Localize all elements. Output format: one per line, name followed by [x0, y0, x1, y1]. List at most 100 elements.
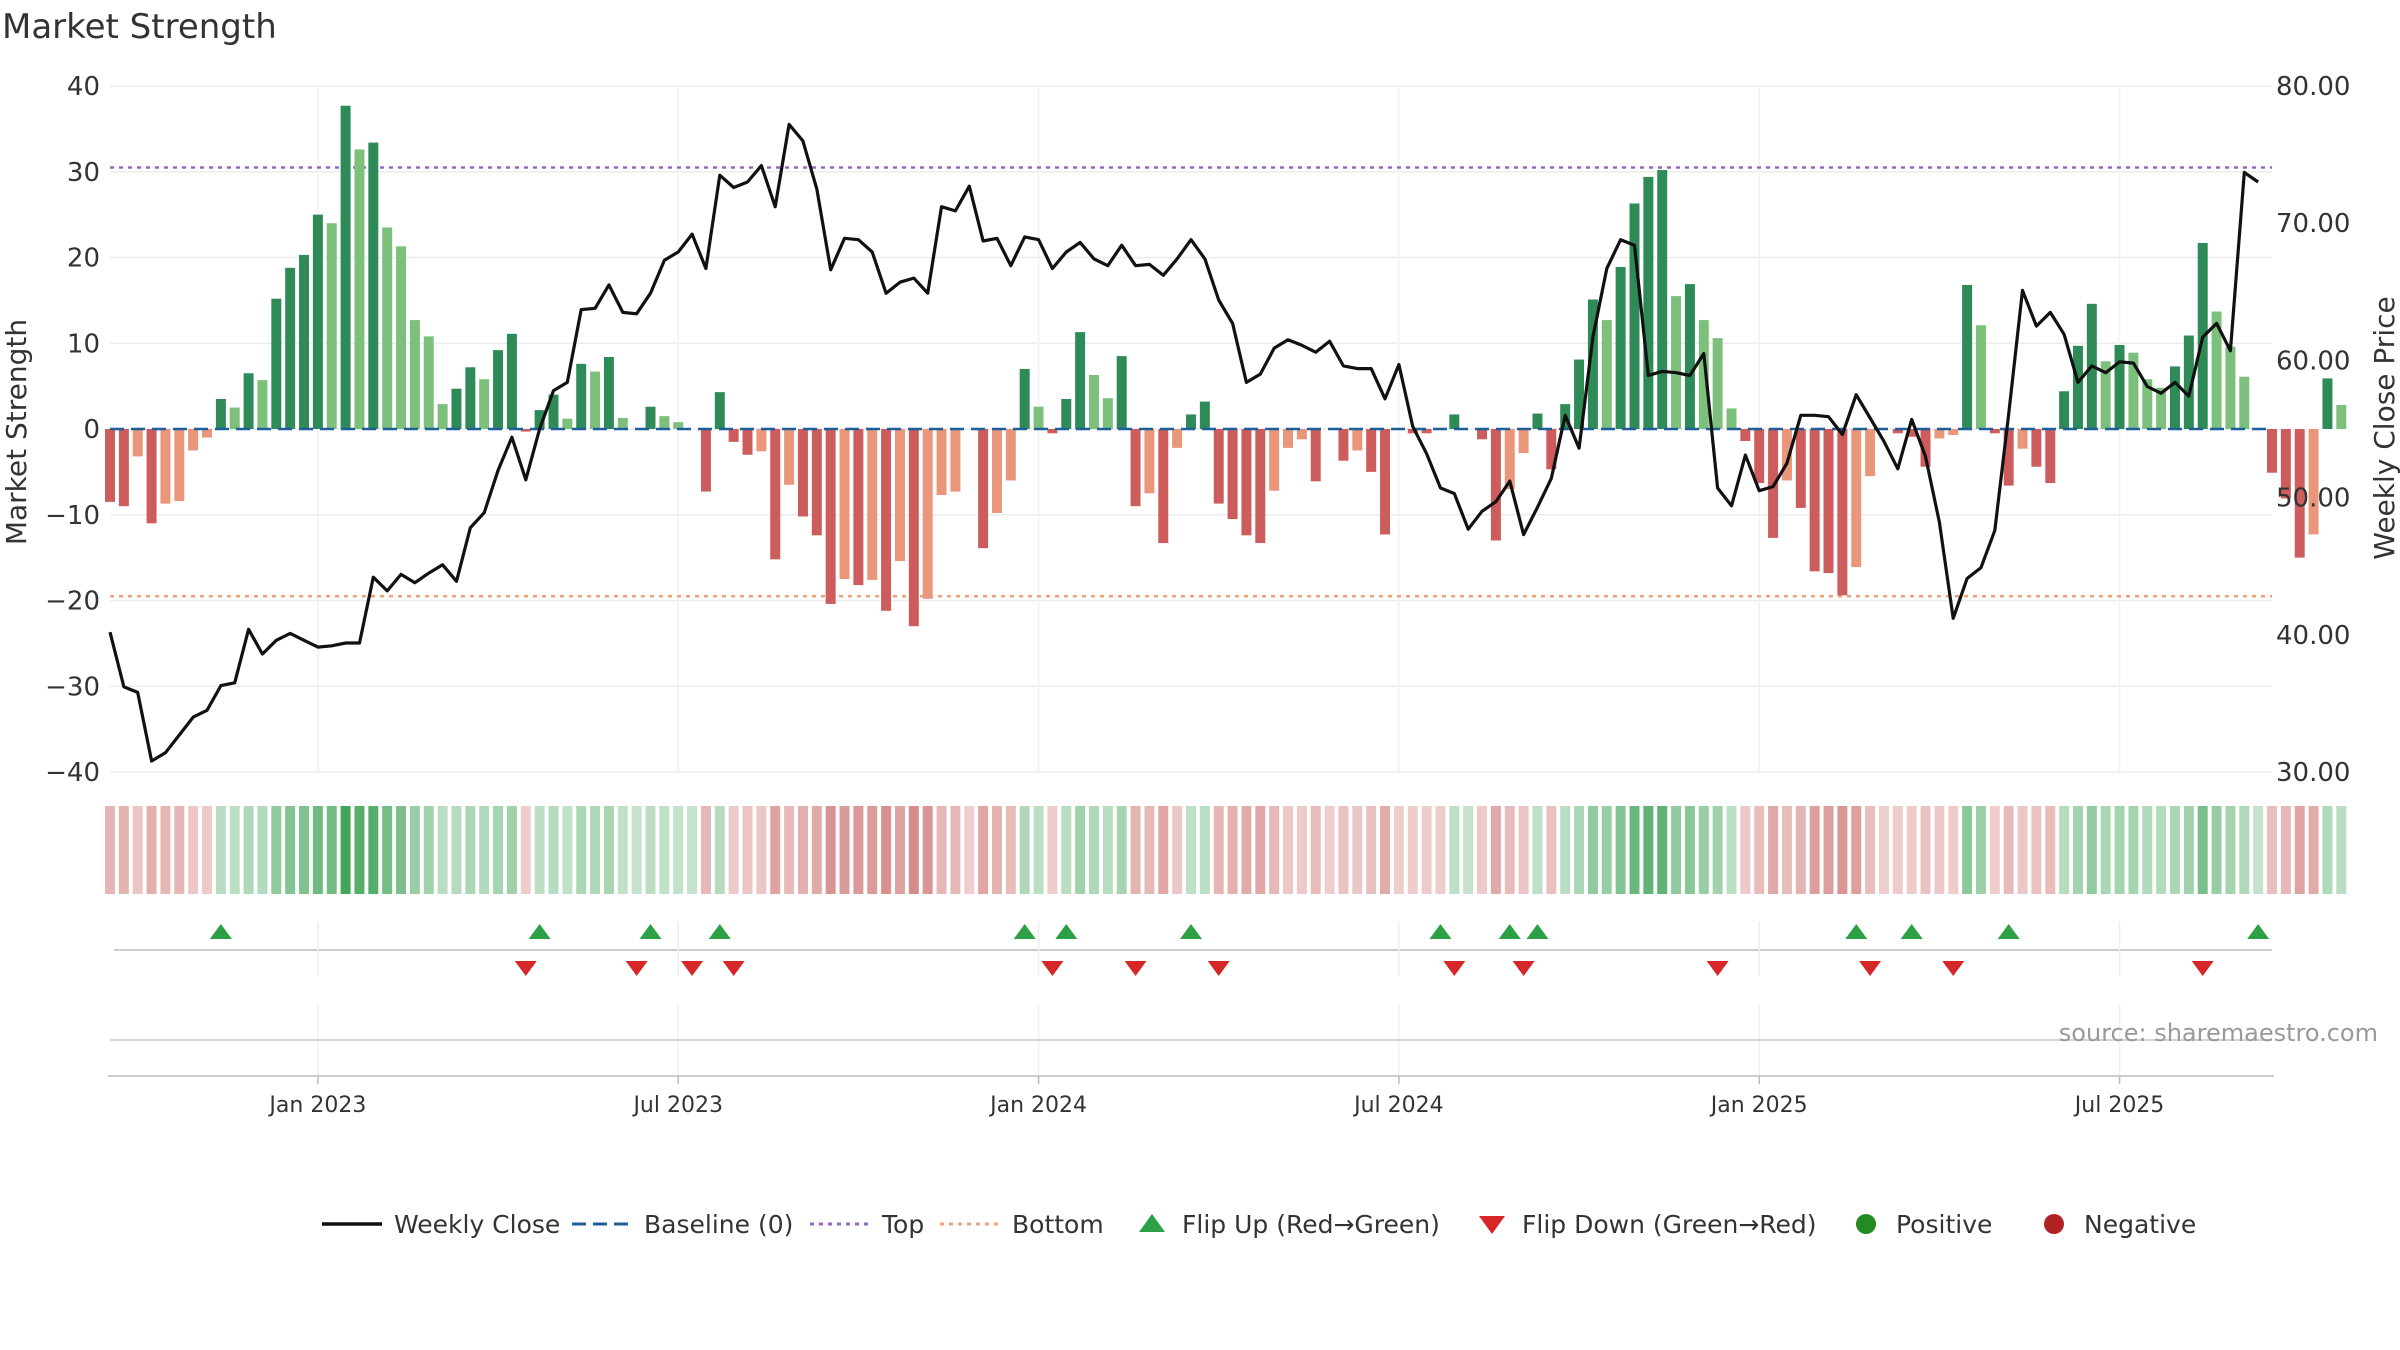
regime-cell [1518, 806, 1529, 894]
regime-cell [1186, 806, 1196, 894]
strength-bar [520, 429, 531, 432]
regime-cell [271, 806, 282, 894]
regime-cell [894, 806, 905, 894]
regime-cell [991, 806, 1002, 894]
strength-bar [465, 367, 476, 429]
strength-bar [257, 380, 268, 429]
regime-cell [2156, 806, 2167, 894]
strength-bar [382, 227, 393, 429]
strength-bar [1920, 429, 1931, 467]
strength-bar [118, 429, 129, 507]
strength-bar [1144, 429, 1155, 494]
strength-bar [1199, 401, 1210, 429]
strength-bar [562, 418, 573, 429]
regime-cell [839, 806, 850, 894]
flip-down-marker [514, 961, 537, 976]
regime-cell [1587, 806, 1598, 894]
regime-cell [576, 806, 587, 894]
strength-bar [1574, 359, 1585, 429]
regime-cell [382, 806, 393, 894]
regime-cell [1255, 806, 1266, 894]
strength-bar [2308, 429, 2319, 535]
regime-cell [423, 806, 434, 894]
y-tick-left: 0 [83, 415, 100, 445]
strength-bar [105, 429, 115, 502]
strength-bar [1269, 429, 1280, 491]
strength-bar [2225, 346, 2236, 429]
x-tick-label: Jan 2025 [1709, 1093, 1808, 1118]
regime-cell [797, 806, 808, 894]
strength-bar [1684, 284, 1695, 429]
flip-up-marker [1900, 924, 1923, 939]
flip-down-marker [625, 961, 648, 976]
strength-bar [354, 149, 365, 429]
y-axis-left-label: Market Strength [0, 319, 33, 545]
regime-cell [2059, 806, 2070, 894]
flip-markers-panel [114, 922, 2272, 976]
regime-cell [2225, 806, 2236, 894]
regime-cell [964, 806, 975, 894]
strength-bar [576, 363, 587, 429]
regime-cell [1407, 806, 1418, 894]
strength-bar [1906, 429, 1917, 437]
regime-cell [340, 806, 351, 894]
legend-circle-icon [1856, 1214, 1876, 1234]
regime-cell [1144, 806, 1155, 894]
strength-bar [132, 429, 143, 457]
threshold-layer [110, 166, 2272, 598]
regime-cell [1615, 806, 1626, 894]
strength-bar [742, 429, 753, 455]
regime-cell [1296, 806, 1307, 894]
strength-bar [784, 429, 795, 485]
regime-cell [1795, 806, 1806, 894]
legend-item: Weekly Close [322, 1210, 560, 1239]
legend-item: Top [810, 1210, 924, 1239]
strength-bar [1407, 429, 1418, 434]
strength-bar [479, 379, 490, 429]
strength-bar [451, 388, 462, 429]
regime-cell [2017, 806, 2028, 894]
strength-bar [1601, 320, 1612, 429]
flip-down-marker [722, 961, 745, 976]
regime-band [105, 806, 2347, 894]
legend-item: Flip Down (Green→Red) [1479, 1210, 1817, 1239]
flip-up-marker [1498, 924, 1521, 939]
strength-bar [1657, 170, 1668, 429]
regime-cell [617, 806, 628, 894]
regime-cell [1463, 806, 1474, 894]
strength-bar [1768, 429, 1779, 538]
regime-cell [1213, 806, 1224, 894]
strength-bar [1255, 429, 1266, 544]
strength-bar [271, 298, 282, 429]
regime-cell [2072, 806, 2083, 894]
regime-cell [132, 806, 143, 894]
regime-cell [368, 806, 379, 894]
regime-cell [326, 806, 337, 894]
regime-cell [548, 806, 559, 894]
regime-cell [2267, 806, 2277, 894]
regime-cell [520, 806, 531, 894]
y-tick-left: −40 [45, 758, 100, 788]
regime-cell [2280, 806, 2291, 894]
strength-bar [299, 254, 310, 429]
regime-cell [299, 806, 310, 894]
regime-cell [105, 806, 115, 894]
legend-label: Flip Up (Red→Green) [1182, 1210, 1440, 1239]
strength-bar [146, 429, 157, 524]
strength-bar [991, 429, 1002, 514]
regime-cell [2100, 806, 2111, 894]
strength-bar [1213, 429, 1224, 504]
regime-cell [2086, 806, 2097, 894]
strength-bar [493, 350, 504, 429]
legend-item: Bottom [940, 1210, 1104, 1239]
regime-cell [742, 806, 753, 894]
regime-cell [659, 806, 670, 894]
legend-label: Bottom [1012, 1210, 1104, 1239]
regime-cell [950, 806, 961, 894]
regime-cell [1546, 806, 1557, 894]
regime-cell [853, 806, 864, 894]
regime-cell [1172, 806, 1183, 894]
strength-bar [1310, 429, 1321, 482]
legend-label: Baseline (0) [644, 1210, 793, 1239]
strength-bar [1075, 332, 1086, 429]
